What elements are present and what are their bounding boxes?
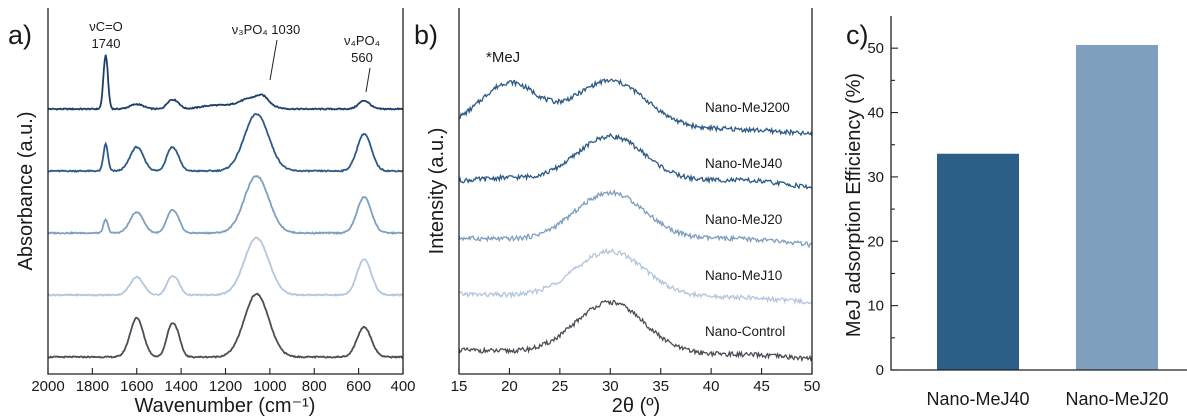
panel-a-axis-frame (47, 8, 404, 375)
annotation-v4po4-label: ν₄PO₄ (344, 33, 380, 48)
series-label: Nano-MeJ200 (705, 100, 790, 115)
y-tick-label: 40 (867, 105, 884, 122)
x-tick-label: 35 (652, 378, 669, 395)
panel-b-x-axis-title: 2θ (º) (612, 395, 660, 417)
x-tick-label: 30 (602, 378, 619, 395)
annotation-v3po4-pointer (269, 39, 278, 81)
panel-b-axis-frame (458, 8, 813, 375)
panel-c-y-axis-title: MeJ adsorption Efficiency (%) (843, 73, 865, 337)
x-tick-label: 1600 (120, 378, 153, 395)
series-label: Nano-MeJ20 (705, 212, 782, 227)
ftir-spectrum-line (47, 292, 404, 359)
annotation-mej-peak: *MeJ (486, 49, 520, 66)
xrd-pattern-line (458, 247, 813, 306)
annotation-v4po4-value: 560 (351, 50, 373, 65)
annotation-vco-value: 1740 (92, 36, 121, 51)
panel-a-y-axis-title: Absorbance (a.u.) (15, 112, 37, 271)
y-tick-label: 10 (867, 298, 884, 315)
x-tick-label: 20 (501, 378, 518, 395)
series-label: Nano-MeJ40 (705, 156, 782, 171)
xrd-pattern-line (458, 132, 813, 190)
ftir-spectrum-line (47, 54, 404, 111)
annotation-v4po4-pointer (365, 67, 371, 93)
x-tick-label: 25 (552, 378, 569, 395)
bar (1076, 44, 1158, 371)
category-label: Nano-MeJ40 (926, 389, 1029, 409)
series-label: Nano-Control (705, 324, 785, 339)
panel-c-label: c) (846, 20, 869, 50)
y-tick-label: 30 (867, 169, 884, 186)
panel-b-y-axis-title: Intensity (a.u.) (426, 128, 448, 255)
xrd-pattern-line (458, 189, 813, 249)
x-tick-label: 600 (346, 378, 371, 395)
ftir-spectrum-line (47, 236, 404, 298)
x-tick-label: 1800 (76, 378, 109, 395)
x-tick-label: 15 (451, 378, 468, 395)
panel-b-series-labels: Nano-MeJ200 Nano-MeJ40 Nano-MeJ20 Nano-MeJ1… (705, 100, 790, 339)
x-tick-label: 2000 (31, 378, 64, 395)
y-tick-label: 50 (867, 40, 884, 57)
y-tick-label: 20 (867, 233, 884, 250)
x-tick-label: 400 (390, 378, 415, 395)
y-tick-label: 0 (876, 362, 884, 379)
series-label: Nano-MeJ10 (705, 268, 782, 283)
bar (937, 153, 1019, 370)
x-tick-label: 1400 (164, 378, 197, 395)
panel-a-x-axis-title: Wavenumber (cm⁻¹) (135, 395, 316, 417)
panel-b-xrd-chart: b) 15 20 25 30 35 40 45 50 2θ (º) Intensity (a.… (414, 8, 820, 417)
x-tick-label: 1200 (209, 378, 242, 395)
panel-c-y-ticks: 0 10 20 30 40 50 (867, 40, 898, 379)
panel-c-category-labels: Nano-MeJ40 Nano-MeJ20 (926, 389, 1168, 409)
panel-b-x-ticks: 15 20 25 30 35 40 45 50 (451, 368, 821, 395)
panel-c-bar-chart: c) MeJ adsorption Efficiency (%) 0 10 20 30… (843, 16, 1187, 409)
x-tick-label: 40 (703, 378, 720, 395)
x-tick-label: 800 (302, 378, 327, 395)
panel-a-series-group (47, 54, 404, 359)
panel-a-x-ticks: 2000 1800 1600 1400 1200 1000 800 600 400 (31, 368, 416, 395)
annotation-v3po4: ν₃PO₄ 1030 (232, 22, 300, 37)
x-tick-label: 50 (804, 378, 821, 395)
panel-c-axes (890, 16, 1187, 371)
panel-a-label: a) (8, 20, 32, 50)
category-label: Nano-MeJ20 (1065, 389, 1168, 409)
panel-c-bars (937, 44, 1158, 371)
panel-b-series-group (458, 78, 813, 363)
panel-b-label: b) (414, 20, 438, 50)
xrd-pattern-line (458, 78, 813, 137)
annotation-vco-label: νC=O (89, 19, 123, 34)
x-tick-label: 45 (753, 378, 770, 395)
ftir-spectrum-line (47, 112, 404, 173)
ftir-spectrum-line (47, 174, 404, 236)
panel-a-ftir-chart: a) 2000 1800 1600 1400 1200 1000 800 600 400 Wav… (8, 8, 416, 417)
xrd-pattern-line (458, 299, 813, 363)
x-tick-label: 1000 (253, 378, 286, 395)
